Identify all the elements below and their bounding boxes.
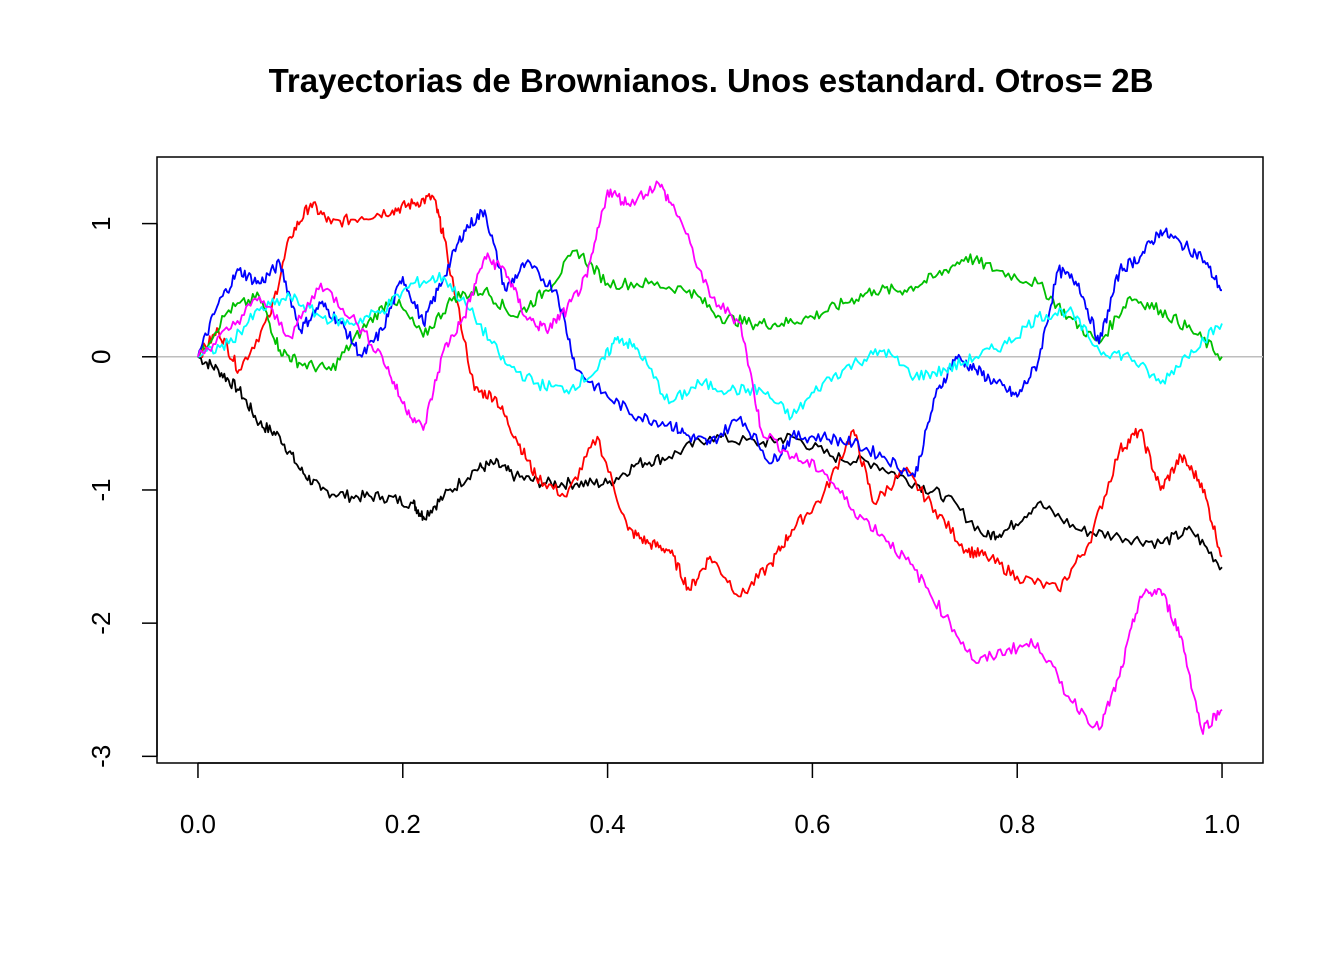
series-group — [197, 180, 1223, 735]
x-tick-label: 0.4 — [590, 809, 626, 839]
series-line-5 — [197, 271, 1223, 421]
x-tick-label: 0.0 — [180, 809, 216, 839]
x-tick-label: 0.6 — [794, 809, 830, 839]
y-tick-label: 0 — [86, 350, 116, 364]
y-tick-label: -3 — [86, 745, 116, 768]
x-axis: 0.0 0.2 0.4 0.6 0.8 1.0 — [180, 762, 1240, 839]
y-axis: -3 -2 -1 0 1 — [86, 216, 158, 768]
plot-area — [156, 156, 1264, 764]
series-line-4 — [197, 208, 1222, 478]
series-line-6 — [197, 180, 1223, 735]
y-tick-label: 1 — [86, 216, 116, 230]
series-line-1 — [197, 356, 1223, 571]
x-tick-label: 0.2 — [385, 809, 421, 839]
plot-border — [156, 156, 1264, 764]
chart-title: Trayectorias de Brownianos. Unos estanda… — [269, 62, 1154, 99]
series-line-2 — [197, 192, 1223, 598]
y-tick-label: -2 — [86, 612, 116, 635]
x-tick-label: 0.8 — [999, 809, 1035, 839]
y-tick-label: -1 — [86, 478, 116, 501]
x-tick-label: 1.0 — [1204, 809, 1240, 839]
